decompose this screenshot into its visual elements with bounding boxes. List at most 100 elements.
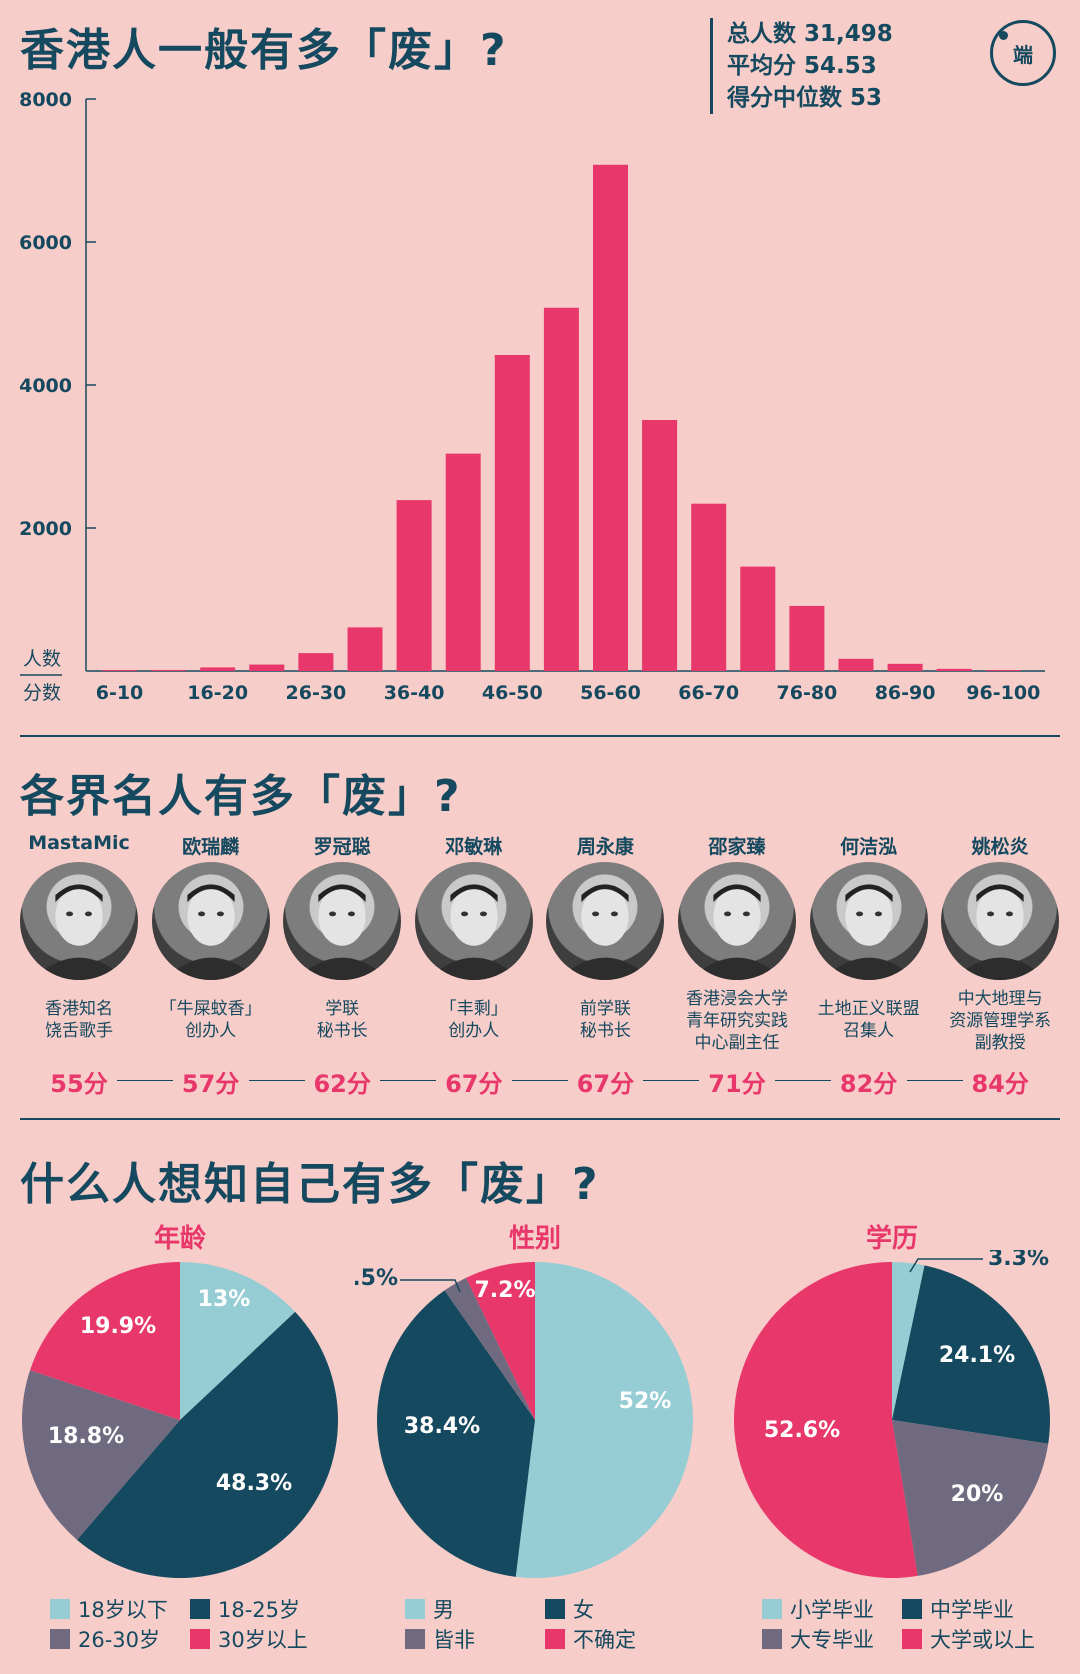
pie-value-label: 38.4% [404, 1414, 480, 1439]
celebrity-photo [20, 862, 138, 980]
pie-value-label: 3.3% [988, 1250, 1049, 1271]
x-tick-label: 86-90 [875, 682, 936, 704]
celebrity-score: 84分 [971, 1070, 1029, 1098]
legend-label: 大专毕业 [790, 1628, 874, 1652]
celebrity-role: 学联 秘书长 [316, 999, 368, 1041]
score-connector [511, 1080, 568, 1081]
y-tick-label: 8000 [19, 89, 72, 111]
legend-item: 皆非 [405, 1624, 475, 1654]
legend-label: 18岁以下 [78, 1598, 168, 1622]
x-tick-label: 6-10 [96, 682, 144, 704]
pie-value-label: 18.8% [48, 1424, 124, 1449]
x-tick-label: 66-70 [678, 682, 739, 704]
legend-swatch [50, 1599, 70, 1619]
celebrity-photo [809, 862, 928, 980]
x-tick-label: 96-100 [966, 682, 1040, 704]
celebrity-role: 「丰剩」 创办人 [439, 999, 508, 1041]
bar [249, 664, 285, 671]
pie-slice [892, 1262, 925, 1420]
legend-item: 18岁以下 [50, 1594, 168, 1624]
y-tick-label: 4000 [19, 375, 72, 397]
celebrity-name: 周永康 [576, 836, 634, 858]
x-tick-label: 56-60 [580, 682, 641, 704]
bar [936, 668, 972, 671]
y-tick-label: 6000 [19, 232, 72, 254]
celebrity-score: 57分 [181, 1070, 240, 1098]
divider-1 [20, 735, 1060, 737]
celebrity-score: 82分 [839, 1070, 898, 1098]
section1-title: 香港人一般有多「废」? [20, 25, 508, 76]
pie-value-label: 52.6% [764, 1418, 840, 1443]
x-tick-label: 46-50 [482, 682, 543, 704]
celebrity-photo [546, 862, 665, 980]
y-tick-label: 2000 [19, 518, 72, 540]
pie-slice [465, 1262, 535, 1420]
celebrity-role: 香港浸会大学 青年研究实践 中心副主任 [686, 989, 788, 1053]
pie-slice [892, 1265, 1050, 1444]
pie-chart: 52% 38.4% 2.5% 7.2% [355, 1262, 693, 1578]
pie-slice [734, 1262, 918, 1578]
celebrity-score: 67分 [576, 1070, 635, 1098]
pie-value-label: 52% [619, 1389, 672, 1414]
legend-swatch [190, 1599, 210, 1619]
celebrity-name: 欧瑞麟 [182, 836, 240, 858]
legend-swatch [190, 1629, 210, 1649]
bar [200, 667, 236, 671]
x-tick-label: 16-20 [187, 682, 248, 704]
celebrity-name: MastaMic [28, 832, 130, 854]
legend-label: 女 [573, 1598, 594, 1622]
score-connector [380, 1080, 437, 1081]
x-tick-label: 26-30 [286, 682, 347, 704]
bar [740, 566, 776, 671]
celebrity-role: 土地正义联盟 召集人 [817, 999, 920, 1041]
legend-label: 30岁以上 [218, 1628, 308, 1652]
celebrity-role: 中大地理与 资源管理学系 副教授 [949, 989, 1052, 1053]
legend-swatch [545, 1599, 565, 1619]
bar [494, 354, 530, 671]
bar [151, 669, 187, 671]
pie-chart: 3.3% 24.1% 20% 52.6% [734, 1250, 1050, 1578]
divider-2 [20, 1118, 1060, 1120]
pie-slice [180, 1262, 296, 1420]
legend-item: 18-25岁 [190, 1594, 300, 1624]
x-tick-label: 76-80 [777, 682, 838, 704]
x-axis-label: 分数 [23, 682, 61, 704]
bar [838, 658, 874, 671]
pie-value-label: 13% [198, 1287, 251, 1312]
legend-label: 大学或以上 [930, 1628, 1035, 1652]
bar [445, 453, 481, 671]
celebrity-score: 71分 [708, 1070, 766, 1098]
pie-chart: 13% 48.3% 18.8% 19.9% [22, 1262, 339, 1578]
celebrity-name: 邓敏琳 [445, 836, 503, 858]
legend-swatch [405, 1599, 425, 1619]
brand-logo: 端 [990, 20, 1056, 86]
pie-value-label: 2.5% [355, 1266, 398, 1291]
legend-item: 26-30岁 [50, 1624, 160, 1654]
leader-line [400, 1279, 461, 1293]
legend-swatch [902, 1629, 922, 1649]
bar [691, 503, 727, 671]
bar [396, 500, 432, 671]
section2-title: 各界名人有多「废」? [20, 771, 462, 822]
legend-swatch [405, 1629, 425, 1649]
celebrity-name: 姚松炎 [971, 836, 1029, 858]
pie-value-label: 19.9% [80, 1314, 156, 1339]
score-connector [643, 1080, 700, 1081]
score-connector [248, 1080, 305, 1081]
bar [887, 663, 923, 671]
legend-item: 中学毕业 [902, 1594, 1014, 1624]
legend-item: 30岁以上 [190, 1624, 308, 1654]
bar [543, 307, 579, 671]
legend-item: 不确定 [545, 1624, 636, 1654]
legend-swatch [762, 1629, 782, 1649]
legend-label: 18-25岁 [218, 1598, 301, 1622]
bar [102, 670, 137, 671]
legend-item: 大专毕业 [762, 1624, 874, 1654]
celebrity-score: 62分 [313, 1070, 371, 1098]
pie-title: 学历 [865, 1224, 918, 1254]
celebrity-name: 邵家臻 [708, 836, 766, 858]
score-connector [906, 1080, 963, 1081]
legend-label: 不确定 [573, 1628, 636, 1652]
celebrity-score: 67分 [445, 1070, 503, 1098]
